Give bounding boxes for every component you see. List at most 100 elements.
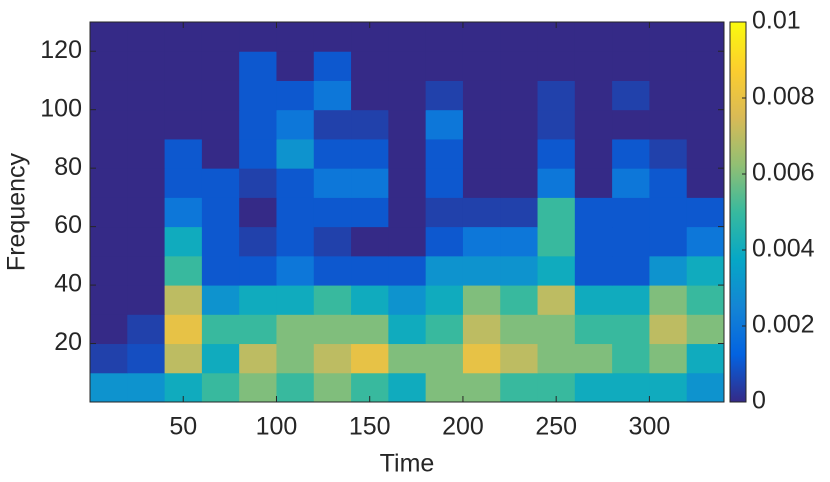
heatmap-cell: [90, 372, 128, 403]
heatmap-cell: [127, 109, 166, 140]
axes: 50 100 150 200 250 300 20 40 60 80 100 120 0 0.002 0.0…: [40, 7, 814, 441]
heatmap-cell: [201, 109, 240, 140]
plot-frame: [89, 21, 725, 403]
heatmap-cell: [388, 168, 427, 198]
heatmap-cell: [500, 22, 539, 52]
heatmap-cell: [500, 197, 539, 228]
x-tick-label: 200: [442, 413, 484, 441]
heatmap-cell: [351, 168, 389, 198]
heatmap-cell: [537, 285, 576, 315]
heatmap-cell: [127, 51, 166, 81]
heatmap-cell: [313, 168, 352, 198]
heatmap-cell: [276, 109, 315, 140]
heatmap-cell: [351, 138, 389, 169]
heatmap-cell: [612, 109, 650, 140]
heatmap-cell: [239, 226, 277, 257]
heatmap-cell: [239, 343, 277, 374]
heatmap-cell: [537, 138, 576, 169]
heatmap-cell: [649, 138, 688, 169]
heatmap-cell: [239, 314, 277, 345]
colorbar-tick-label: 0.01: [752, 7, 801, 35]
heatmap-cell: [537, 343, 576, 374]
heatmap-cell: [686, 226, 725, 257]
colorbar-tick-label: 0: [752, 387, 766, 415]
heatmap-cell: [649, 226, 688, 257]
heatmap-cell: [425, 314, 464, 345]
heatmap-cell: [90, 255, 128, 286]
heatmap-cell: [462, 109, 501, 140]
heatmap-cell: [388, 51, 427, 81]
heatmap-cell: [90, 22, 128, 52]
heatmap-cell: [127, 80, 166, 111]
heatmap-cell: [388, 255, 427, 286]
heatmap-cell: [127, 22, 166, 52]
heatmap-cell: [500, 51, 539, 81]
heatmap-cell: [425, 255, 464, 286]
heatmap-cell: [612, 197, 650, 228]
heatmap-cell: [164, 197, 203, 228]
colorbar-tick-label: 0.004: [752, 235, 815, 263]
heatmap-cell: [686, 197, 725, 228]
heatmap-cell: [164, 314, 203, 345]
heatmap-cell: [425, 285, 464, 315]
heatmap-cell: [612, 255, 650, 286]
heatmap-cell: [649, 168, 688, 198]
heatmap-cell: [574, 372, 613, 403]
heatmap-cell: [201, 372, 240, 403]
heatmap-cell: [201, 343, 240, 374]
heatmap-cell: [686, 138, 725, 169]
heatmap-cell: [127, 255, 166, 286]
heatmap-cell: [462, 138, 501, 169]
heatmap-cell: [127, 168, 166, 198]
heatmap-cell: [127, 343, 166, 374]
heatmap-cell: [462, 197, 501, 228]
heatmap-cell: [201, 51, 240, 81]
heatmap-cell: [90, 168, 128, 198]
heatmap-cell: [388, 372, 427, 403]
heatmap-cell: [201, 168, 240, 198]
heatmap-cell: [388, 109, 427, 140]
heatmap-cell: [686, 255, 725, 286]
heatmap-cell: [388, 197, 427, 228]
colorbar: [729, 21, 747, 403]
heatmap-cell: [90, 138, 128, 169]
heatmap-cell: [574, 51, 613, 81]
heatmap: [90, 22, 725, 403]
heatmap-cell: [500, 109, 539, 140]
heatmap-cell: [164, 285, 203, 315]
heatmap-cell: [239, 109, 277, 140]
heatmap-cell: [686, 22, 725, 52]
colorbar-tick-label: 0.006: [752, 159, 815, 187]
x-tick-label: 300: [629, 413, 671, 441]
colorbar-tick-label: 0.008: [752, 83, 815, 111]
heatmap-cell: [351, 314, 389, 345]
heatmap-cell: [313, 314, 352, 345]
x-axis-label: Time: [380, 450, 435, 478]
x-tick-label: 150: [349, 413, 391, 441]
heatmap-cell: [686, 314, 725, 345]
heatmap-cell: [164, 255, 203, 286]
heatmap-cell: [500, 80, 539, 111]
heatmap-cell: [462, 255, 501, 286]
heatmap-cell: [686, 168, 725, 198]
heatmap-cell: [164, 168, 203, 198]
heatmap-cell: [239, 80, 277, 111]
heatmap-cell: [649, 51, 688, 81]
heatmap-cell: [612, 168, 650, 198]
heatmap-cell: [239, 372, 277, 403]
heatmap-cell: [425, 22, 464, 52]
heatmap-cell: [239, 138, 277, 169]
heatmap-cell: [462, 343, 501, 374]
heatmap-cell: [313, 138, 352, 169]
heatmap-cell: [276, 343, 315, 374]
heatmap-cell: [574, 138, 613, 169]
heatmap-cell: [425, 51, 464, 81]
colorbar-tick-label: 0.002: [752, 311, 815, 339]
heatmap-cell: [164, 226, 203, 257]
heatmap-cell: [351, 109, 389, 140]
heatmap-cell: [90, 226, 128, 257]
heatmap-cell: [164, 138, 203, 169]
heatmap-cell: [90, 80, 128, 111]
heatmap-cell: [276, 372, 315, 403]
heatmap-cell: [351, 51, 389, 81]
